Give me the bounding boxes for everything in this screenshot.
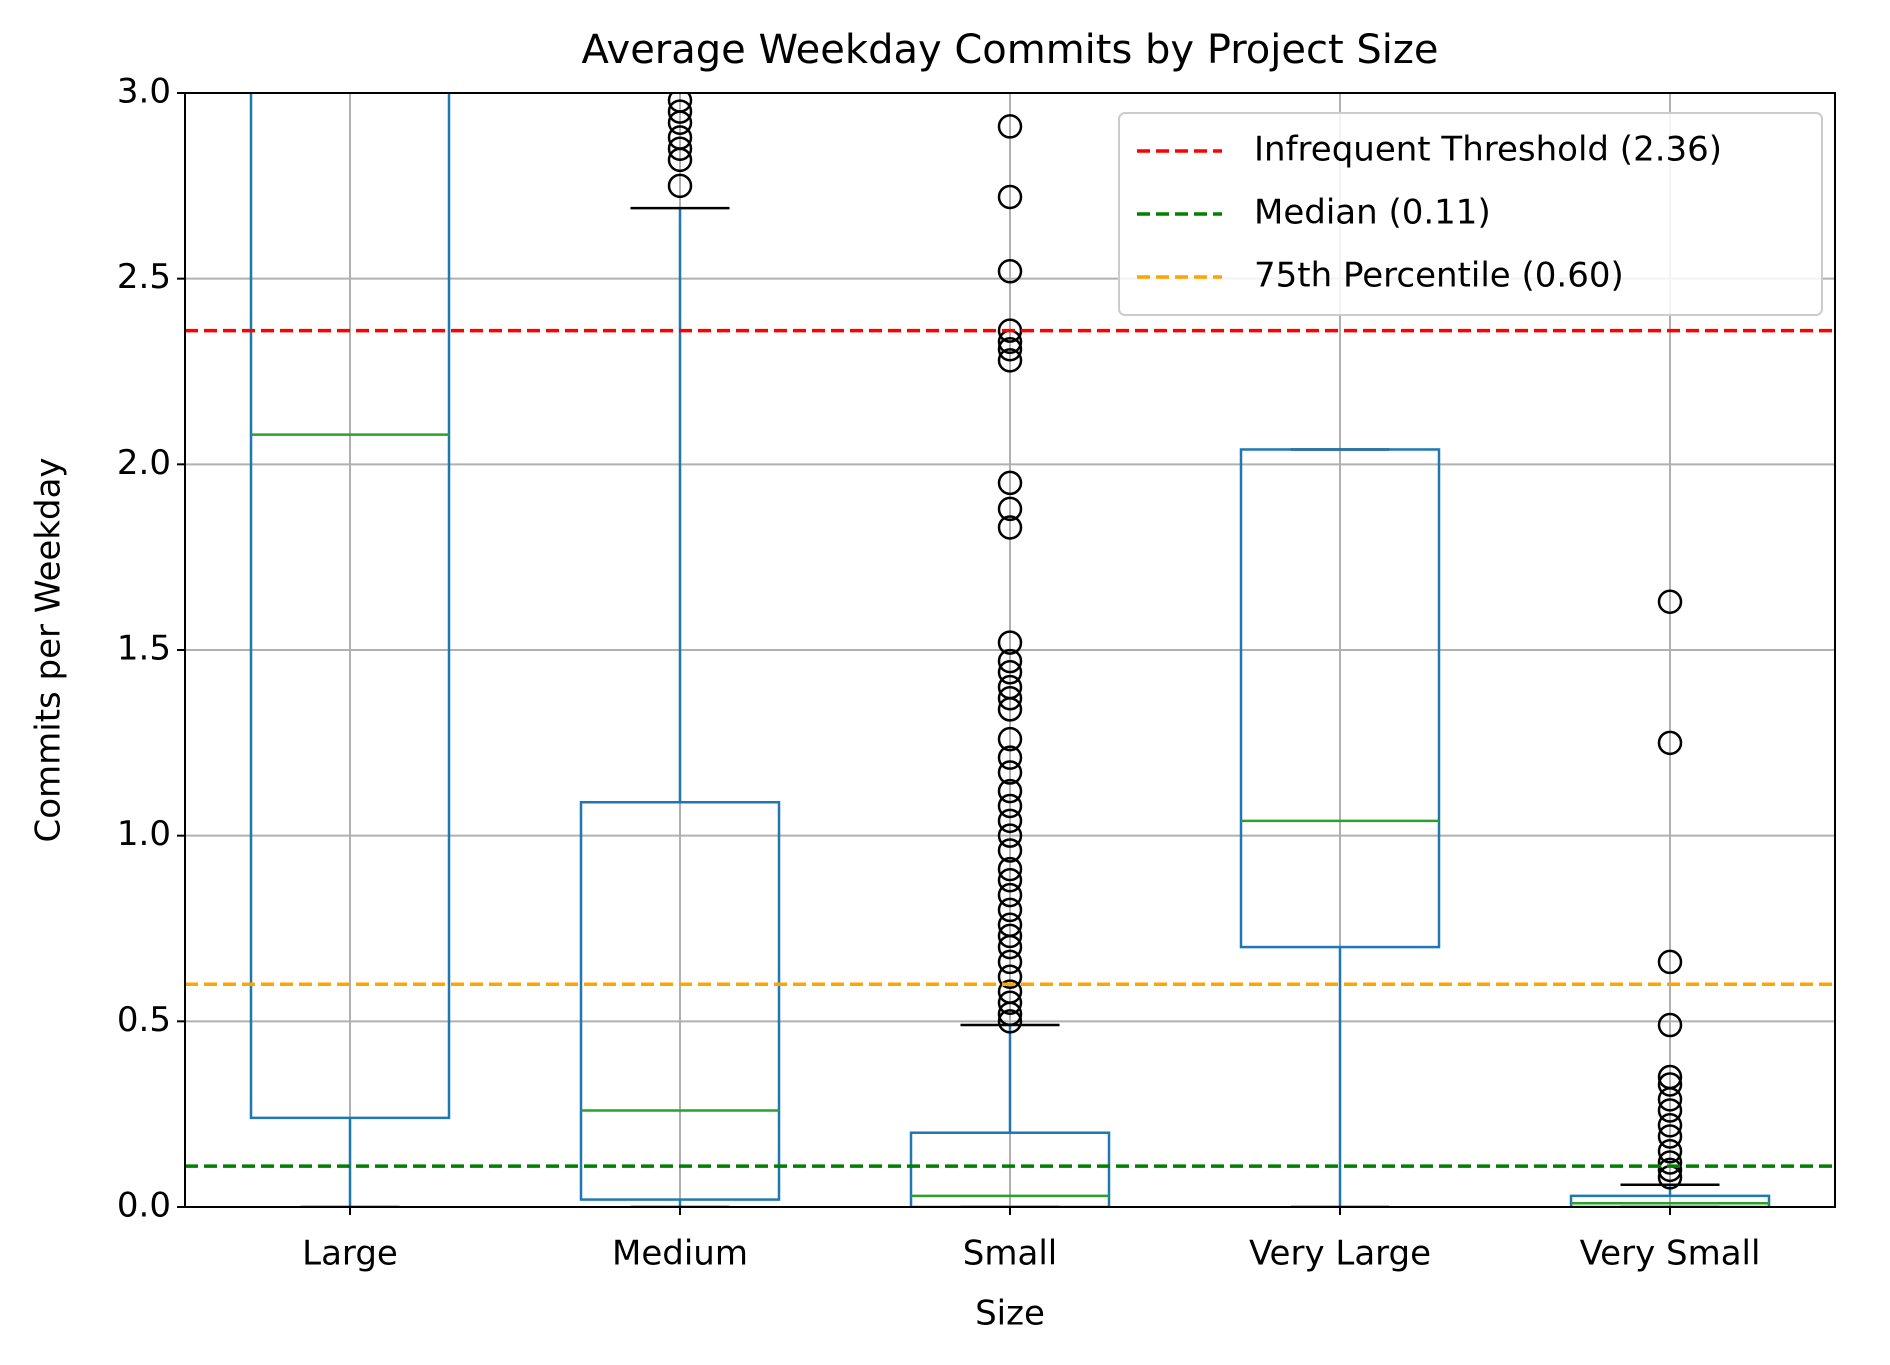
- box: [1239, 448, 1441, 949]
- outlier: [667, 136, 693, 161]
- outlier: [1657, 1064, 1683, 1090]
- outlier: [997, 964, 1023, 990]
- y-tick-label: 0.5: [117, 1000, 171, 1040]
- outlier: [997, 660, 1023, 685]
- outlier: [667, 173, 693, 199]
- outlier: [997, 856, 1023, 882]
- outlier: [1657, 1139, 1683, 1164]
- x-tick-label: Very Small: [1580, 1234, 1761, 1274]
- outlier: [997, 793, 1023, 819]
- outlier: [997, 823, 1023, 848]
- outlier: [997, 348, 1023, 373]
- outlier: [997, 979, 1023, 1004]
- outlier: [997, 184, 1023, 210]
- outlier: [1657, 1098, 1683, 1123]
- x-tick-label: Very Large: [1249, 1234, 1431, 1274]
- outlier: [667, 93, 693, 113]
- y-tick-label: 0.0: [117, 1186, 171, 1226]
- outlier: [997, 882, 1023, 908]
- outlier: [1657, 1157, 1683, 1183]
- outlier: [997, 496, 1023, 522]
- outlier: [997, 258, 1023, 284]
- outlier: [1657, 949, 1683, 975]
- outlier: [667, 99, 693, 124]
- outlier: [997, 867, 1023, 893]
- outlier: [997, 336, 1023, 362]
- outlier: [997, 674, 1023, 700]
- outlier: [1657, 1072, 1683, 1097]
- axes-frame: [184, 92, 1836, 1208]
- outlier: [997, 515, 1023, 540]
- y-tick-label: 3.0: [117, 72, 171, 112]
- legend-label: 75th Percentile (0.60): [1254, 256, 1624, 296]
- outlier: [997, 745, 1023, 770]
- outlier: [997, 923, 1023, 949]
- box: [249, 93, 451, 1120]
- x-tick-label: Medium: [612, 1234, 748, 1274]
- outlier: [997, 648, 1023, 674]
- outlier: [1657, 1012, 1683, 1038]
- outlier: [1657, 1113, 1683, 1138]
- outlier: [997, 838, 1023, 863]
- outlier: [997, 897, 1023, 923]
- outlier: [1657, 1150, 1683, 1175]
- outlier: [997, 778, 1023, 804]
- y-axis-label: Commits per Weekday: [29, 457, 69, 842]
- outlier: [997, 1009, 1023, 1034]
- legend-box: [1118, 112, 1823, 316]
- outlier: [997, 470, 1023, 496]
- outlier: [997, 630, 1023, 655]
- legend-label: Infrequent Threshold (2.36): [1254, 130, 1722, 170]
- chart-title: Average Weekday Commits by Project Size: [582, 27, 1439, 73]
- y-tick-label: 1.0: [117, 814, 171, 854]
- outlier: [1657, 1124, 1683, 1149]
- outlier: [997, 114, 1023, 139]
- outlier: [1657, 589, 1683, 614]
- outlier: [997, 808, 1023, 834]
- x-axis-label: Size: [975, 1294, 1045, 1334]
- y-tick-label: 1.5: [117, 629, 171, 669]
- x-tick-label: Small: [963, 1234, 1057, 1274]
- x-tick-label: Large: [302, 1234, 398, 1274]
- outlier: [997, 990, 1023, 1016]
- outlier: [997, 726, 1023, 752]
- outlier: [667, 125, 693, 150]
- y-tick-label: 2.0: [117, 443, 171, 483]
- y-tick-label: 2.5: [117, 257, 171, 297]
- outlier: [997, 949, 1023, 975]
- outlier: [997, 760, 1023, 785]
- box: [579, 800, 781, 1201]
- outlier: [997, 912, 1023, 938]
- legend-label: Median (0.11): [1254, 193, 1491, 233]
- outlier: [997, 686, 1023, 711]
- outlier: [1657, 730, 1683, 756]
